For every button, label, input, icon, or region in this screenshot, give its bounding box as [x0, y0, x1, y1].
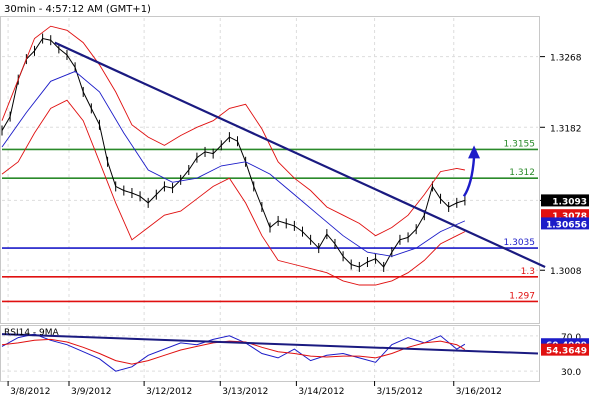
- x-tick-label: 3/8/2012: [10, 387, 50, 397]
- rsi-title: RSI14 - 9MA: [4, 328, 60, 338]
- price-trendline: [54, 41, 546, 268]
- x-tick-label: 3/15/2012: [377, 387, 423, 397]
- projection-arrow-head: [468, 145, 481, 159]
- price-grid: [2, 18, 538, 322]
- x-tick-label: 3/14/2012: [298, 387, 344, 397]
- rsi-trendline: [1, 333, 539, 355]
- price-badge: 1.3093: [552, 197, 587, 207]
- price-overlay: [54, 41, 546, 268]
- rsi-series-line: [1, 338, 466, 365]
- moving-average-line: [1, 70, 466, 257]
- price-panel-frame: [0, 16, 540, 324]
- price-badge-bg: [541, 217, 589, 230]
- bollinger-lower-line: [1, 99, 466, 286]
- level-label: 1.312: [509, 168, 535, 178]
- x-tick-label: 3/16/2012: [456, 387, 502, 397]
- rsi-y-tick-label: 30.0: [561, 368, 581, 378]
- price-badge: 1.30656: [546, 220, 587, 230]
- level-label: 1.297: [509, 291, 535, 301]
- y-tick-label: 1.3008: [550, 267, 582, 277]
- price-badge: 1.3078: [552, 212, 587, 222]
- chart-title: 30min - 4:57:12 AM (GMT+1): [4, 4, 151, 15]
- price-series-group: [1, 25, 466, 286]
- x-tick-label: 3/13/2012: [222, 387, 268, 397]
- x-tick-label: 3/12/2012: [146, 387, 192, 397]
- horizontal-levels: 1.3155 1.312 1.3035 1.3 1.297: [2, 139, 538, 303]
- x-axis-ticks: 3/8/2012 3/9/2012 3/12/2012 3/13/2012 3/14/2…: [7, 381, 502, 397]
- rsi-series-group: [1, 333, 539, 372]
- price-badge-bg: [541, 194, 589, 207]
- price-line: [1, 37, 466, 268]
- rsi-y-tick-label: 70.0: [561, 333, 581, 343]
- rsi-badge: 54.3649: [546, 347, 587, 357]
- bollinger-upper-line: [1, 25, 465, 237]
- y-tick-label: 1.3182: [550, 124, 582, 134]
- level-label: 1.3: [521, 267, 535, 277]
- level-label: 1.3155: [504, 139, 536, 149]
- rsi-panel-frame: [0, 325, 540, 382]
- level-label: 1.3035: [504, 238, 536, 248]
- projection-arrow-shaft: [462, 157, 476, 197]
- rsi-badge-bg: [541, 343, 589, 356]
- x-tick-label: 3/9/2012: [71, 387, 111, 397]
- rsi-series-line: [1, 333, 466, 372]
- y-tick-label: 1.3268: [550, 54, 582, 64]
- rsi-grid: [2, 327, 538, 380]
